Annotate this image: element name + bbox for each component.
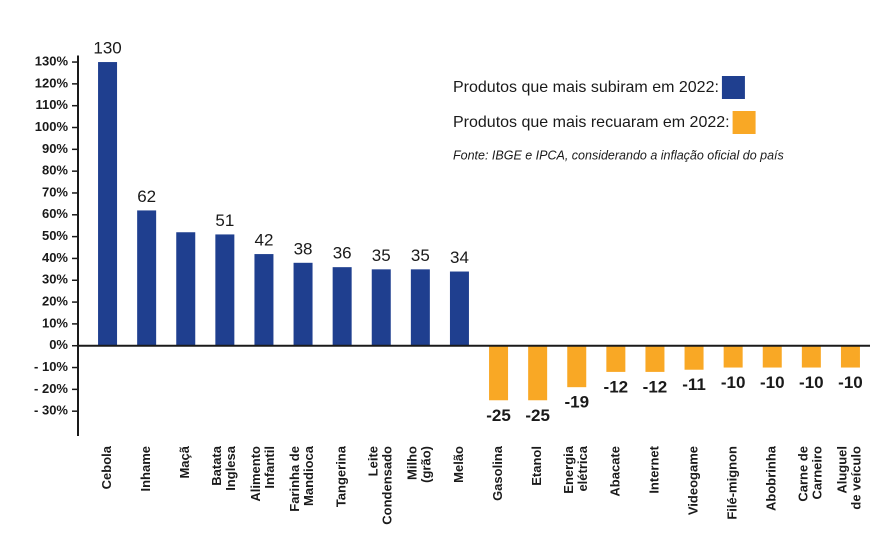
- y-tick-label: 30%: [42, 272, 68, 287]
- bar: [137, 210, 157, 346]
- data-label: -25: [486, 406, 511, 425]
- x-tick-label: Etanol: [529, 446, 544, 486]
- bar: [801, 345, 821, 368]
- y-tick-label: 50%: [42, 228, 68, 243]
- x-tick-label: Tangerina: [334, 445, 349, 507]
- bar: [723, 345, 743, 368]
- x-tick-label: Energiaelétrica: [561, 445, 590, 493]
- y-tick-label: 40%: [42, 250, 68, 265]
- x-tick-label: Abobrinha: [764, 445, 779, 511]
- data-label: 35: [372, 246, 391, 265]
- bar: [567, 345, 587, 388]
- bar: [528, 345, 548, 401]
- data-label: -11: [682, 375, 706, 394]
- bar: [215, 234, 235, 346]
- legend-swatch: [732, 111, 756, 134]
- data-label: 42: [254, 231, 273, 250]
- y-tick-label: 120%: [35, 75, 69, 90]
- x-tick-label: Videogame: [685, 446, 700, 515]
- x-tick-label: AlimentoInfantil: [248, 446, 277, 502]
- y-tick-label: - 20%: [34, 381, 68, 396]
- bar: [176, 232, 196, 346]
- y-tick-label: 130%: [35, 53, 69, 68]
- data-label: 38: [294, 239, 313, 258]
- data-label: 62: [137, 187, 156, 206]
- y-tick-label: 90%: [42, 141, 68, 156]
- data-label: -10: [721, 373, 746, 392]
- data-label: -12: [643, 377, 668, 396]
- x-tick-label: Carne deCarneiro: [796, 446, 825, 502]
- data-label: -12: [604, 377, 629, 396]
- y-tick-label: 60%: [42, 206, 68, 221]
- x-tick-label: Filé-mignon: [725, 446, 740, 520]
- y-tick-label: 100%: [35, 119, 69, 134]
- bar: [762, 345, 782, 368]
- data-label: 51: [215, 211, 234, 230]
- annotation: Fonte: IBGE e IPCA, considerando a infla…: [453, 148, 784, 162]
- data-label: 34: [450, 248, 469, 267]
- x-tick-label: Melão: [451, 446, 466, 483]
- x-tick-label: LeiteCondensado: [366, 446, 395, 525]
- bar: [371, 269, 391, 346]
- legend-swatch: [721, 76, 745, 99]
- x-tick-label: Milho(grão): [405, 446, 434, 483]
- bar: [840, 345, 860, 368]
- bar: [254, 254, 274, 346]
- legend-label: Produtos que mais subiram em 2022:: [453, 79, 719, 96]
- data-label: 35: [411, 246, 430, 265]
- y-tick-label: 70%: [42, 184, 68, 199]
- x-tick-label: Internet: [646, 445, 661, 493]
- y-tick-label: 80%: [42, 163, 68, 178]
- bar: [606, 345, 626, 372]
- data-label: -19: [564, 393, 589, 412]
- bar: [645, 345, 665, 372]
- x-tick-label: Inhame: [138, 446, 153, 492]
- x-tick-label: Aluguelde veículo: [835, 446, 864, 510]
- bar: [684, 345, 704, 370]
- data-label: -10: [799, 373, 824, 392]
- bar: [449, 271, 469, 346]
- bar: [489, 345, 509, 401]
- bar: [98, 62, 118, 346]
- data-label: -25: [525, 406, 550, 425]
- x-tick-label: Maçã: [177, 445, 192, 478]
- x-tick-label: Farinha deMandioca: [287, 445, 316, 512]
- y-tick-label: - 30%: [34, 403, 68, 418]
- data-label: -10: [838, 373, 863, 392]
- x-tick-label: BatataInglesa: [209, 445, 238, 491]
- data-label: -10: [760, 373, 785, 392]
- data-label: 130: [93, 39, 121, 58]
- data-label: 36: [333, 244, 352, 263]
- y-tick-label: 0%: [49, 337, 68, 352]
- legend-label: Produtos que mais recuaram em 2022:: [453, 114, 730, 131]
- bar: [410, 269, 430, 346]
- y-tick-label: 20%: [42, 294, 68, 309]
- y-tick-label: - 10%: [34, 359, 68, 374]
- y-tick-label: 10%: [42, 315, 68, 330]
- bar: [293, 262, 313, 346]
- x-tick-label: Abacate: [607, 446, 622, 497]
- x-tick-label: Gasolina: [490, 445, 505, 501]
- y-tick-label: 110%: [35, 97, 68, 112]
- bar: [332, 267, 352, 346]
- x-tick-label: Cebola: [99, 445, 114, 489]
